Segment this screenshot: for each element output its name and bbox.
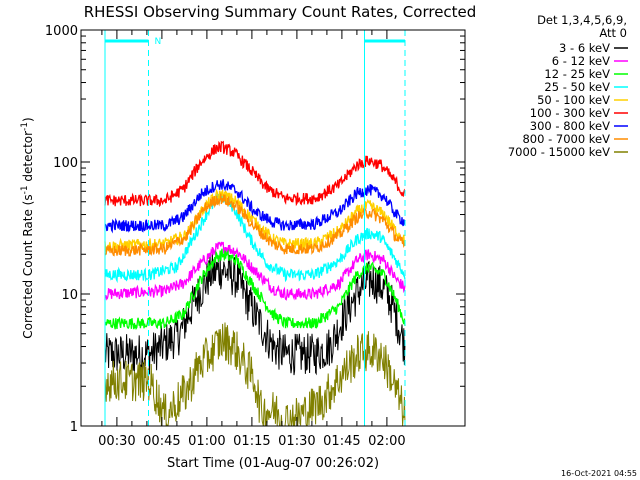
series-25-50-kev	[104, 193, 406, 284]
legend-entry-label: 50 - 100 keV	[537, 93, 610, 107]
legend-entry-label: 3 - 6 keV	[559, 41, 610, 55]
x-tick-label: 00:30	[98, 434, 135, 449]
attenuator-state-marker: N	[155, 37, 162, 47]
legend-entry-label: 25 - 50 keV	[544, 80, 610, 94]
axis-layer: 1 10 100 1000 00:30 00:45 01:00 01:15 01:30 01:45…	[45, 24, 465, 449]
series-6-12-kev	[104, 241, 406, 301]
plot-frame	[80, 29, 466, 427]
y-axis-label: Corrected Count Rate (s-1 detector-1)	[20, 117, 35, 338]
legend-header-line: Det 1,3,4,5,6,9,	[537, 13, 627, 27]
legend-entry-label: 100 - 300 keV	[530, 106, 610, 120]
legend-entry-label: 300 - 800 keV	[530, 119, 610, 133]
x-tick-label: 01:45	[323, 434, 360, 449]
y-tick-label: 100	[53, 156, 78, 171]
series-800-7000-kev	[104, 193, 406, 257]
series-12-25-kev	[104, 248, 406, 331]
y-tick-label: 1000	[45, 24, 78, 39]
x-tick-label: 01:15	[233, 434, 270, 449]
x-tick-label: 01:30	[278, 434, 315, 449]
chart-title: RHESSI Observing Summary Count Rates, Co…	[84, 3, 477, 21]
y-axis-label-part: -1	[20, 122, 30, 131]
x-tick-label: 02:00	[368, 434, 405, 449]
legend-entry-label: 7000 - 15000 keV	[508, 145, 610, 159]
x-axis-label: Start Time (01-Aug-07 00:26:02)	[167, 456, 379, 471]
series-300-800-kev	[104, 179, 406, 234]
x-tick-label: 00:45	[143, 434, 180, 449]
series-3-6-kev	[104, 253, 406, 376]
y-tick-label: 10	[61, 288, 78, 303]
overlay-layer: N	[104, 30, 406, 426]
y-axis-label-part: detector	[21, 131, 35, 186]
series-7000-15000-kev	[104, 322, 406, 427]
legend-entry-label: 800 - 7000 keV	[522, 132, 610, 146]
y-tick-label: 1	[70, 420, 78, 435]
legend-header-line: Att 0	[599, 26, 627, 40]
y-axis-label-part: )	[21, 117, 35, 122]
series-100-300-kev	[104, 140, 406, 208]
series-layer	[104, 140, 406, 427]
legend-entry-label: 12 - 25 keV	[544, 67, 610, 81]
legend-entry-label: 6 - 12 keV	[552, 54, 610, 68]
timestamp: 16-Oct-2021 04:55	[561, 469, 637, 478]
y-axis-label-part: -1	[20, 185, 30, 194]
series-50-100-kev	[104, 188, 406, 253]
y-axis-label-part: Corrected Count Rate (s	[21, 194, 35, 338]
x-tick-label: 01:00	[188, 434, 225, 449]
